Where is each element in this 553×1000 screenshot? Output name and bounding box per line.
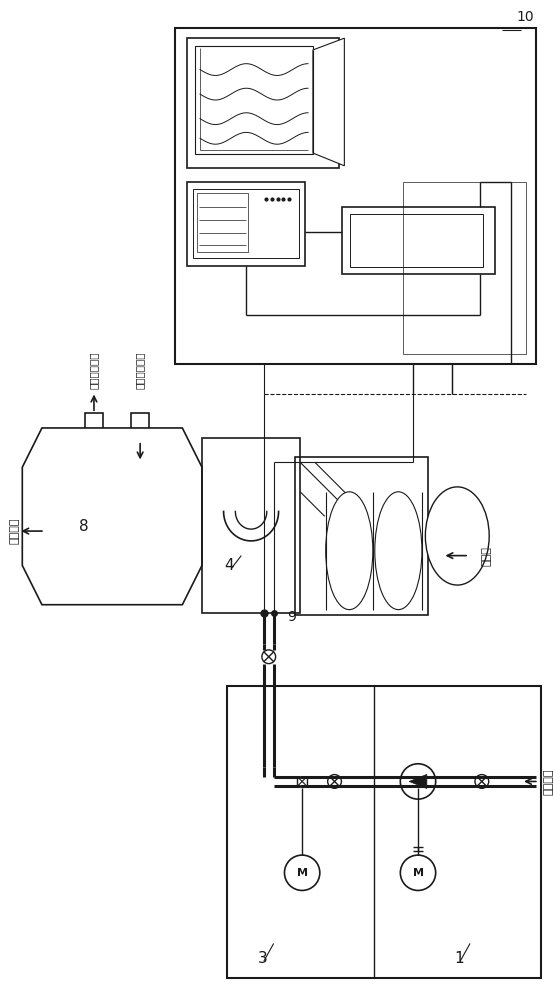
Text: 8: 8 <box>79 519 89 534</box>
Bar <box>193 189 299 258</box>
Ellipse shape <box>425 487 489 585</box>
Bar <box>85 413 103 441</box>
Text: 1: 1 <box>455 951 464 966</box>
Text: 4: 4 <box>225 558 234 573</box>
Bar <box>187 38 340 168</box>
Text: M: M <box>413 868 424 878</box>
Bar <box>295 457 428 615</box>
Bar <box>175 28 536 364</box>
Text: 燃烧气: 燃烧气 <box>482 546 492 566</box>
Bar <box>350 214 483 267</box>
Circle shape <box>262 650 275 664</box>
Text: M: M <box>296 868 307 878</box>
Text: 3: 3 <box>258 951 268 966</box>
Bar <box>297 777 307 786</box>
Circle shape <box>284 855 320 890</box>
Text: 烟气出口: 烟气出口 <box>9 518 19 544</box>
Circle shape <box>400 764 436 799</box>
Text: 10: 10 <box>517 10 534 24</box>
Bar <box>227 686 541 978</box>
Bar <box>342 207 494 274</box>
Text: 9: 9 <box>288 610 296 624</box>
Polygon shape <box>22 428 202 605</box>
Bar <box>403 182 526 354</box>
Text: 预热介质出口: 预热介质出口 <box>89 351 99 389</box>
Circle shape <box>400 855 436 890</box>
Bar <box>195 46 313 154</box>
Ellipse shape <box>375 492 422 610</box>
Polygon shape <box>409 774 427 789</box>
Circle shape <box>328 775 341 788</box>
Bar <box>202 438 300 613</box>
Bar <box>187 182 305 266</box>
Polygon shape <box>313 38 345 166</box>
Ellipse shape <box>326 492 373 610</box>
Circle shape <box>475 775 489 788</box>
Bar <box>131 413 149 441</box>
Bar <box>197 193 248 252</box>
Text: 预热介质入口: 预热介质入口 <box>135 351 145 389</box>
Text: 冷介质源: 冷介质源 <box>544 768 553 795</box>
